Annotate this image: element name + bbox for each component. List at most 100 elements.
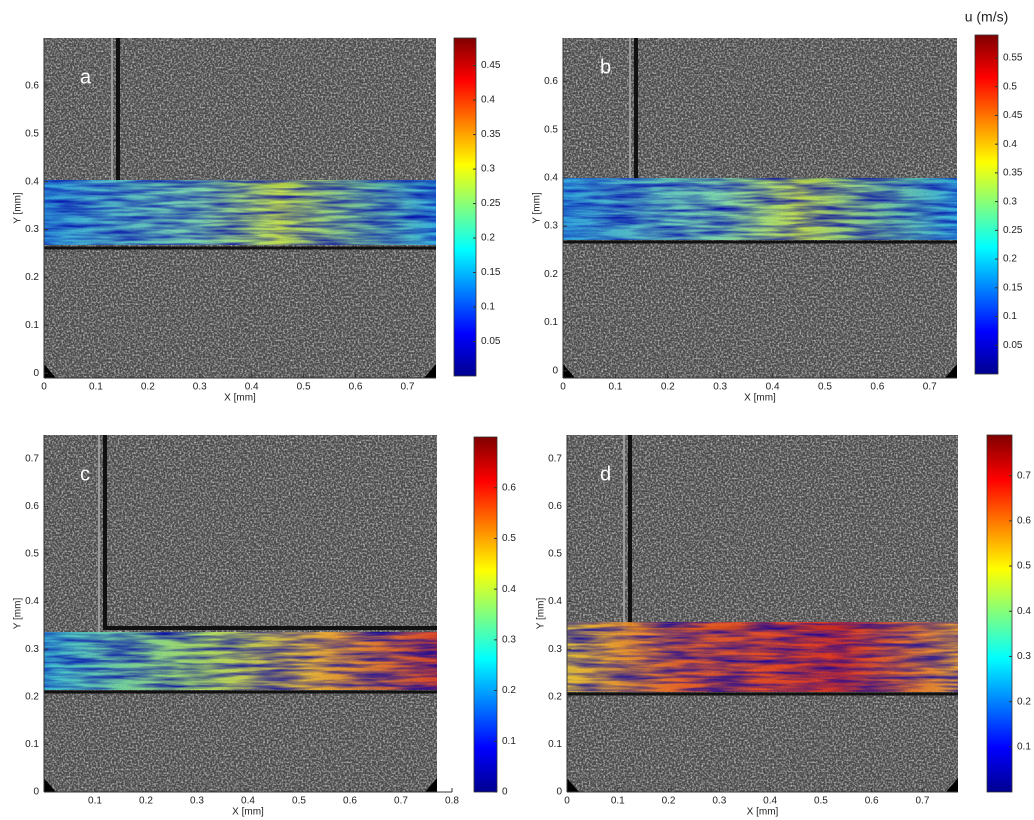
velocity-streaks xyxy=(563,178,957,240)
colorbar-tick-label: 0.15 xyxy=(1003,282,1023,293)
x-axis-label: X [mm] xyxy=(232,807,264,818)
colorbar-tick-label: 0.35 xyxy=(481,129,501,140)
y-axis-label: Y [mm] xyxy=(532,192,543,224)
colorbar-tick-label: 0 xyxy=(502,787,508,798)
y-tick-label: 0.3 xyxy=(25,224,39,235)
colorbar-tick-label: 0.35 xyxy=(1003,168,1023,179)
colorbar-tick-label: 0.2 xyxy=(481,233,495,244)
y-tick-label: 0.1 xyxy=(25,320,39,331)
x-tick-label: 0 xyxy=(41,382,47,393)
x-tick-label: 0.3 xyxy=(712,796,726,807)
image-corner xyxy=(44,364,56,378)
y-tick-label: 0.7 xyxy=(25,453,39,464)
colorbar xyxy=(974,34,999,375)
y-tick-label: 0 xyxy=(552,365,558,376)
y-tick-label: 0.1 xyxy=(25,739,39,750)
x-tick-label: 0.1 xyxy=(611,796,625,807)
colorbar xyxy=(986,434,1013,793)
velocity-streaks xyxy=(567,622,958,692)
x-tick-label: 0.2 xyxy=(661,382,675,393)
x-tick-label: 0.6 xyxy=(349,382,363,393)
y-tick-label: 0.3 xyxy=(25,644,39,655)
colorbar-tick-label: 0.2 xyxy=(502,685,516,696)
y-tick-label: 0 xyxy=(33,787,39,798)
panel-letter: c xyxy=(80,463,90,485)
panel-letter: b xyxy=(600,56,611,78)
y-tick-label: 0.5 xyxy=(544,124,558,135)
image-corner xyxy=(946,778,958,792)
colorbar-tick-label: 0.6 xyxy=(1017,516,1031,527)
y-tick-label: 0.2 xyxy=(25,272,39,283)
panel: c 0.1 0.2 0.3 0.4 0.5 0.6 0.7 0.8 0 0.1 0.2 0.3 0.4 0.… xyxy=(13,435,516,818)
colorbar-tick-label: 0.15 xyxy=(481,267,501,278)
y-tick-label: 0 xyxy=(556,787,562,798)
x-tick-label: 0.6 xyxy=(865,796,879,807)
y-tick-label: 0.6 xyxy=(544,76,558,87)
x-axis-label: X [mm] xyxy=(224,393,256,404)
y-tick-label: 0.2 xyxy=(25,691,39,702)
x-tick-label: 0.7 xyxy=(400,382,414,393)
colorbar-tick-label: 0.3 xyxy=(1003,196,1017,207)
colorbar-tick-label: 0.25 xyxy=(1003,225,1023,236)
panel-letter: a xyxy=(80,66,92,88)
colorbar-tick-label: 0.6 xyxy=(502,482,516,493)
x-tick-label: 0.4 xyxy=(245,382,259,393)
x-tick-label: 0.1 xyxy=(88,796,102,807)
colorbar xyxy=(473,436,498,793)
image-corner xyxy=(567,778,579,792)
colorbar-tick-label: 0.4 xyxy=(1017,606,1031,617)
y-tick-label: 0.5 xyxy=(25,128,39,139)
colorbar-tick-label: 0.45 xyxy=(481,60,501,71)
image-corner xyxy=(44,778,56,792)
colorbar-tick-label: 0.05 xyxy=(481,336,501,347)
colorbar-tick-label: 0.45 xyxy=(1003,110,1023,121)
colorbar-tick-label: 0.4 xyxy=(502,584,516,595)
panel: a 0 0.1 0.2 0.3 0.4 0.5 0.6 0.7 0 0.1 0.2 0.3 0.4 0.5 0… xyxy=(13,37,501,404)
channel-wall xyxy=(103,435,437,630)
x-tick-label: 0 xyxy=(564,796,570,807)
y-tick-label: 0.5 xyxy=(25,549,39,560)
colorbar-tick-label: 0.1 xyxy=(1003,311,1017,322)
x-tick-label: 0.4 xyxy=(766,382,780,393)
x-tick-label: 0.3 xyxy=(193,382,207,393)
panel: b 0 0.1 0.2 0.3 0.4 0.5 0.6 0.7 0 0.1 0.2 0.3 0.4 0.5 0… xyxy=(532,9,1023,404)
y-tick-label: 0.4 xyxy=(25,596,39,607)
x-tick-label: 0.1 xyxy=(608,382,622,393)
y-axis-label: Y [mm] xyxy=(536,598,547,630)
x-tick-label: 0 xyxy=(560,382,566,393)
y-tick-label: 0.3 xyxy=(544,221,558,232)
colorbar-tick-label: 0.1 xyxy=(502,736,516,747)
image-corner xyxy=(424,364,436,378)
y-tick-label: 0 xyxy=(33,368,39,379)
y-axis-label: Y [mm] xyxy=(13,192,24,224)
colorbar-tick-label: 0.4 xyxy=(1003,139,1017,150)
x-tick-label: 0.3 xyxy=(190,796,204,807)
x-tick-label: 0.6 xyxy=(343,796,357,807)
x-tick-label: 0.5 xyxy=(292,796,306,807)
colorbar-tick-label: 0.55 xyxy=(1003,53,1023,64)
colorbar-tick-label: 0.05 xyxy=(1003,340,1023,351)
colorbar-tick-label: 0.7 xyxy=(1017,470,1031,481)
x-tick-label: 0.7 xyxy=(916,796,930,807)
colorbar-tick-label: 0.4 xyxy=(481,95,495,106)
x-tick-label: 0.2 xyxy=(662,796,676,807)
y-tick-label: 0.4 xyxy=(25,176,39,187)
y-axis-label: Y [mm] xyxy=(13,598,24,630)
x-tick-label: 0.1 xyxy=(89,382,103,393)
colorbar-tick-label: 0.5 xyxy=(1017,561,1031,572)
x-tick-label: 0.5 xyxy=(297,382,311,393)
colorbar-tick-label: 0.3 xyxy=(502,634,516,645)
y-tick-label: 0.4 xyxy=(544,172,558,183)
x-tick-label: 0.6 xyxy=(870,382,884,393)
y-tick-label: 0.5 xyxy=(548,549,562,560)
colorbar-tick-label: 0.3 xyxy=(481,164,495,175)
y-tick-label: 0.2 xyxy=(548,691,562,702)
y-tick-label: 0.1 xyxy=(544,317,558,328)
colorbar-tick-label: 0.5 xyxy=(502,533,516,544)
colorbar-title: u (m/s) xyxy=(965,9,1009,25)
image-corner xyxy=(945,364,957,378)
x-axis-label: X [mm] xyxy=(744,393,776,404)
x-tick-label: 0.8 xyxy=(445,796,459,807)
x-tick-label: 0.2 xyxy=(139,796,153,807)
